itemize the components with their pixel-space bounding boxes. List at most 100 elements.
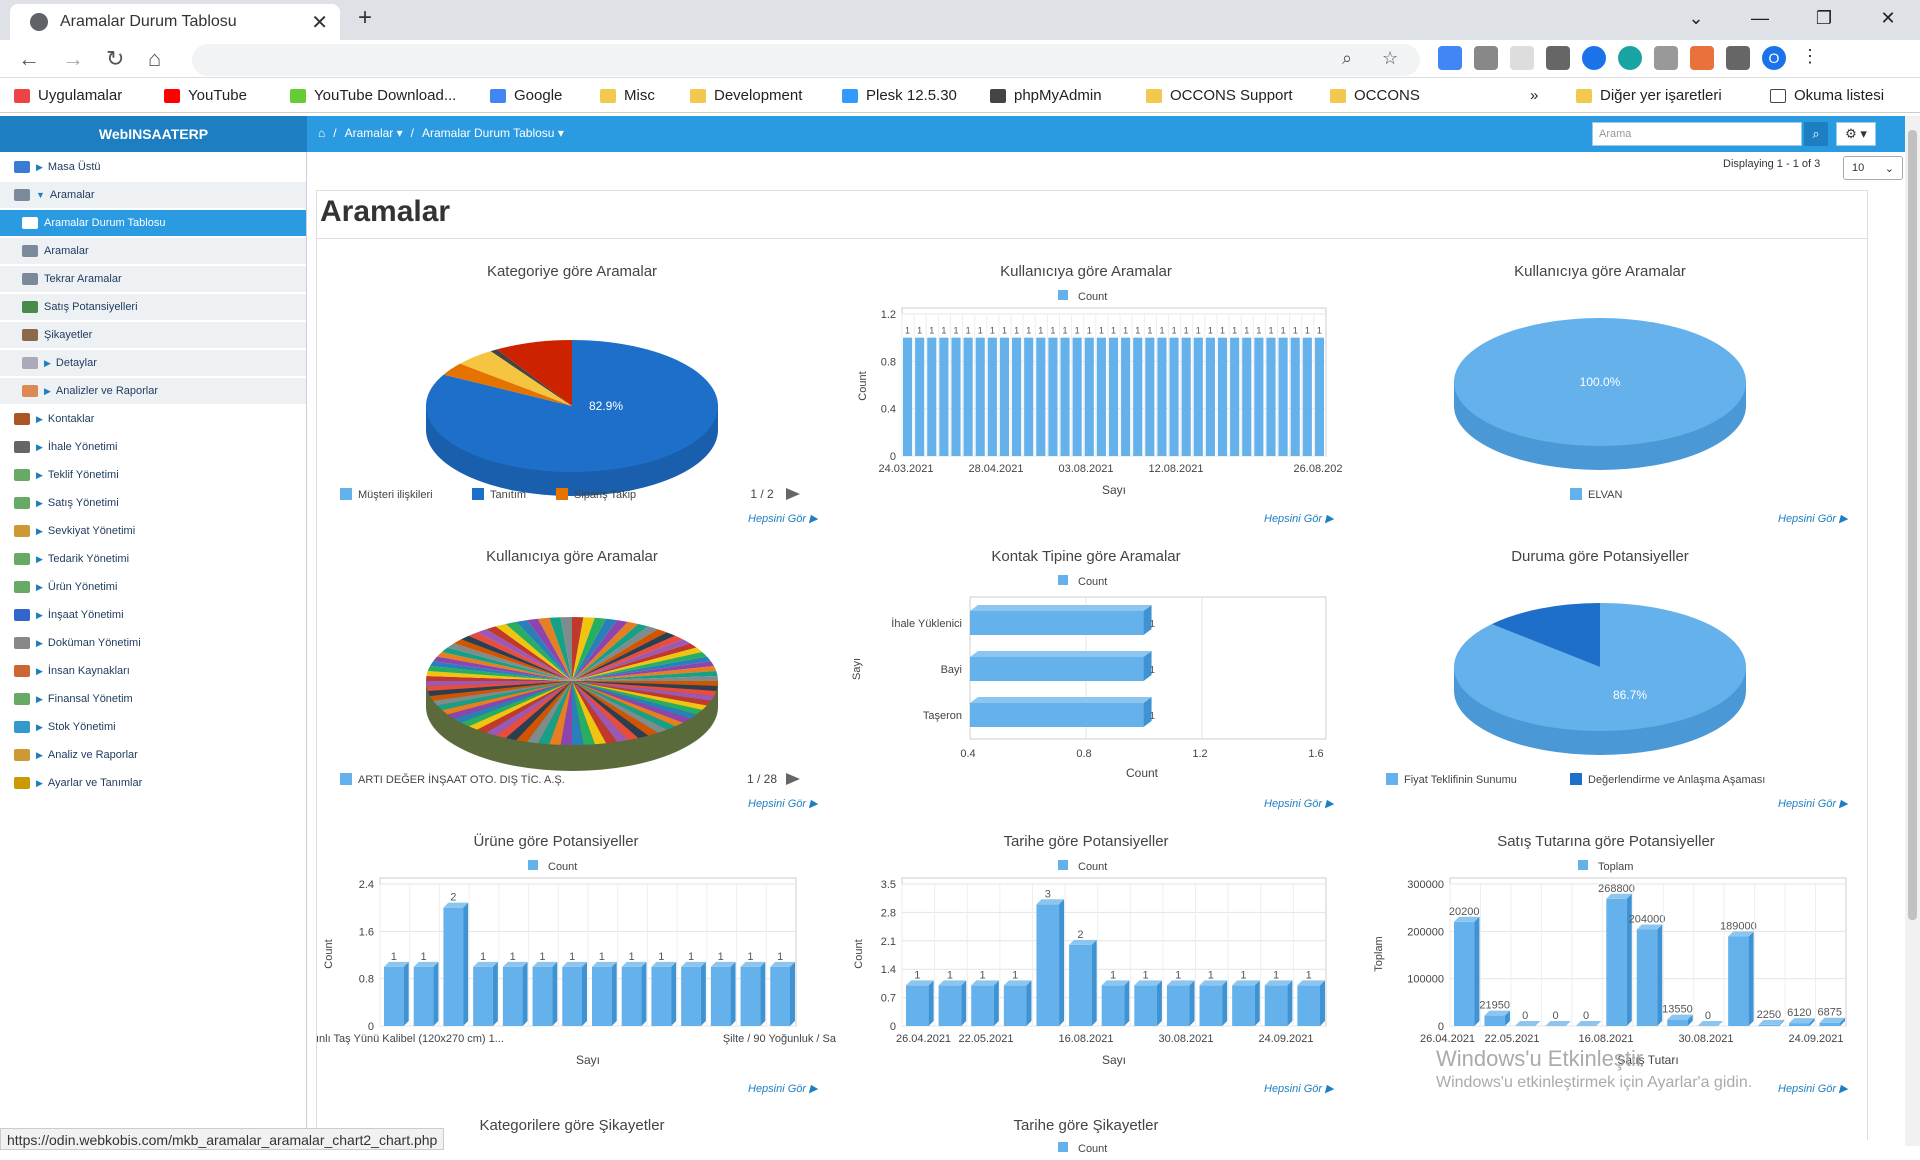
app-brand[interactable]: WebINSAATERP: [0, 116, 307, 152]
forward-icon[interactable]: →: [62, 46, 84, 71]
new-tab-button[interactable]: +: [358, 4, 373, 31]
bookmark-item[interactable]: Plesk 12.5.30: [842, 87, 957, 104]
profile-menu-icon[interactable]: ⌄: [1688, 7, 1704, 28]
x-tick: 22.05.2021: [1484, 1033, 1539, 1045]
bookmark-item[interactable]: YouTube: [164, 87, 247, 104]
puzzle-icon[interactable]: [1726, 46, 1750, 70]
sidebar-item[interactable]: Tekrar Aramalar: [0, 266, 306, 292]
sidebar-item[interactable]: ▶ Finansal Yönetim: [0, 686, 306, 712]
bar: [532, 966, 553, 1026]
bookmark-star-icon[interactable]: ☆: [1382, 48, 1399, 68]
bar: [1084, 337, 1094, 456]
sidebar-item[interactable]: ▶ Stok Yönetimi: [0, 714, 306, 740]
sidebar-item[interactable]: ▶ Analiz ve Raporlar: [0, 742, 306, 768]
reload-icon[interactable]: ↻: [106, 46, 125, 71]
bookmark-item[interactable]: Google: [490, 87, 562, 104]
legend-swatch: [340, 773, 352, 785]
bar-side: [1840, 1017, 1845, 1026]
see-all-link[interactable]: Hepsini Gör ▶: [1264, 513, 1334, 525]
browser-tab[interactable]: Aramalar Durum Tablosu ✕: [10, 4, 340, 40]
see-all-link[interactable]: Hepsini Gör ▶: [1264, 1083, 1334, 1095]
bookmark-item[interactable]: OCCONS: [1330, 87, 1420, 104]
sidebar-item[interactable]: ▶ Teklif Yönetimi: [0, 462, 306, 488]
minimize-button[interactable]: —: [1751, 7, 1769, 28]
see-all-link[interactable]: Hepsini Gör ▶: [748, 798, 818, 810]
sidebar-item[interactable]: ▶ Masa Üstü: [0, 154, 306, 180]
sidebar-item[interactable]: ▶ Doküman Yönetimi: [0, 630, 306, 656]
sidebar-item[interactable]: ▶ Ayarlar ve Tanımlar: [0, 770, 306, 796]
settings-gear-button[interactable]: ⚙ ▾: [1836, 122, 1876, 146]
vertical-scrollbar[interactable]: [1905, 116, 1920, 1146]
search-input[interactable]: Arama: [1592, 122, 1802, 146]
bookmark-item[interactable]: Uygulamalar: [14, 87, 122, 104]
address-bar[interactable]: ⌕ ☆: [192, 44, 1420, 76]
sidebar-item[interactable]: ▶ Analizler ve Raporlar: [0, 378, 306, 404]
sidebar-item[interactable]: ▼ Aramalar: [0, 182, 306, 208]
home-icon[interactable]: ⌂: [318, 126, 326, 140]
profile-avatar[interactable]: O: [1762, 46, 1786, 70]
zoom-icon[interactable]: ⌕: [1342, 48, 1353, 68]
xml-extension-icon[interactable]: [1690, 46, 1714, 70]
browser-menu-icon[interactable]: ⋮: [1801, 46, 1819, 66]
y-tick: 0: [890, 1021, 896, 1033]
translate-extension-icon[interactable]: [1438, 46, 1462, 70]
restore-button[interactable]: ❐: [1815, 7, 1833, 28]
legend-swatch: [1058, 290, 1068, 300]
sidebar-item[interactable]: ▶ Tedarik Yönetimi: [0, 546, 306, 572]
seo-extension-icon[interactable]: [1654, 46, 1678, 70]
see-all-link[interactable]: Hepsini Gör ▶: [1778, 1083, 1848, 1095]
bar-side: [1124, 980, 1130, 1026]
bookmarks-more[interactable]: »: [1530, 87, 1539, 104]
sidebar-item[interactable]: ▶ İhale Yönetimi: [0, 434, 306, 460]
bar-side: [1287, 980, 1293, 1026]
page-size-select[interactable]: 10 ⌄: [1843, 156, 1903, 180]
bar-top: [1166, 980, 1195, 986]
sidebar-item[interactable]: Şikayetler: [0, 322, 306, 348]
sidebar-item[interactable]: Aramalar Durum Tablosu: [0, 210, 306, 236]
pie-slice: [572, 681, 607, 745]
breadcrumb-current[interactable]: Aramalar Durum Tablosu ▾: [421, 126, 564, 140]
sidebar-item[interactable]: ▶ Satış Yönetimi: [0, 490, 306, 516]
sidebar-item[interactable]: Aramalar: [0, 238, 306, 264]
breadcrumb-aramalar[interactable]: Aramalar ▾: [344, 126, 403, 140]
bookmark-item[interactable]: Development: [690, 87, 802, 104]
caret-right-icon: ▶: [44, 357, 51, 368]
see-all-link[interactable]: Hepsini Gör ▶: [748, 513, 818, 525]
legend-label: Müşteri ilişkileri: [358, 489, 433, 501]
sidebar-item[interactable]: ▶ Kontaklar: [0, 406, 306, 432]
reading-list[interactable]: Okuma listesi: [1770, 87, 1884, 104]
sidebar-item[interactable]: ▶ Ürün Yönetimi: [0, 574, 306, 600]
sidebar-item[interactable]: Satış Potansiyelleri: [0, 294, 306, 320]
chart-title: Kullanıcıya göre Aramalar: [486, 548, 658, 565]
sidebar-item[interactable]: ▶ Sevkiyat Yönetimi: [0, 518, 306, 544]
vpn-extension-icon[interactable]: [1618, 46, 1642, 70]
search-button[interactable]: ⌕: [1804, 122, 1828, 146]
see-all-link[interactable]: Hepsini Gör ▶: [1778, 798, 1848, 810]
page-size-value: 10: [1852, 162, 1865, 174]
home-icon[interactable]: ⌂: [148, 46, 162, 71]
other-bookmarks[interactable]: Diğer yer işaretleri: [1576, 87, 1722, 104]
close-tab-icon[interactable]: ✕: [311, 12, 328, 34]
bar: [1484, 1015, 1505, 1026]
bookmark-item[interactable]: YouTube Download...: [290, 87, 456, 104]
recycle-extension-icon[interactable]: [1474, 46, 1498, 70]
bookmark-item[interactable]: Misc: [600, 87, 655, 104]
see-all-link[interactable]: Hepsini Gör ▶: [1264, 798, 1334, 810]
scrollbar-thumb[interactable]: [1908, 130, 1917, 920]
close-window-button[interactable]: ✕: [1880, 7, 1896, 28]
location-extension-icon[interactable]: [1546, 46, 1570, 70]
bar-data-label: 1: [1123, 326, 1128, 336]
infinity-extension-icon[interactable]: [1582, 46, 1606, 70]
sidebar-item[interactable]: ▶ Detaylar: [0, 350, 306, 376]
back-icon[interactable]: ←: [18, 46, 40, 71]
see-all-link[interactable]: Hepsini Gör ▶: [748, 1083, 818, 1095]
bar-side: [611, 961, 617, 1026]
bookmark-item[interactable]: phpMyAdmin: [990, 87, 1102, 104]
bar-top: [1514, 1021, 1541, 1026]
sidebar-item[interactable]: ▶ İnşaat Yönetimi: [0, 602, 306, 628]
wikipedia-extension-icon[interactable]: [1510, 46, 1534, 70]
bookmark-item[interactable]: OCCONS Support: [1146, 87, 1293, 104]
see-all-link[interactable]: Hepsini Gör ▶: [1778, 513, 1848, 525]
legend-label: Toplam: [1598, 861, 1633, 873]
sidebar-item[interactable]: ▶ İnsan Kaynakları: [0, 658, 306, 684]
